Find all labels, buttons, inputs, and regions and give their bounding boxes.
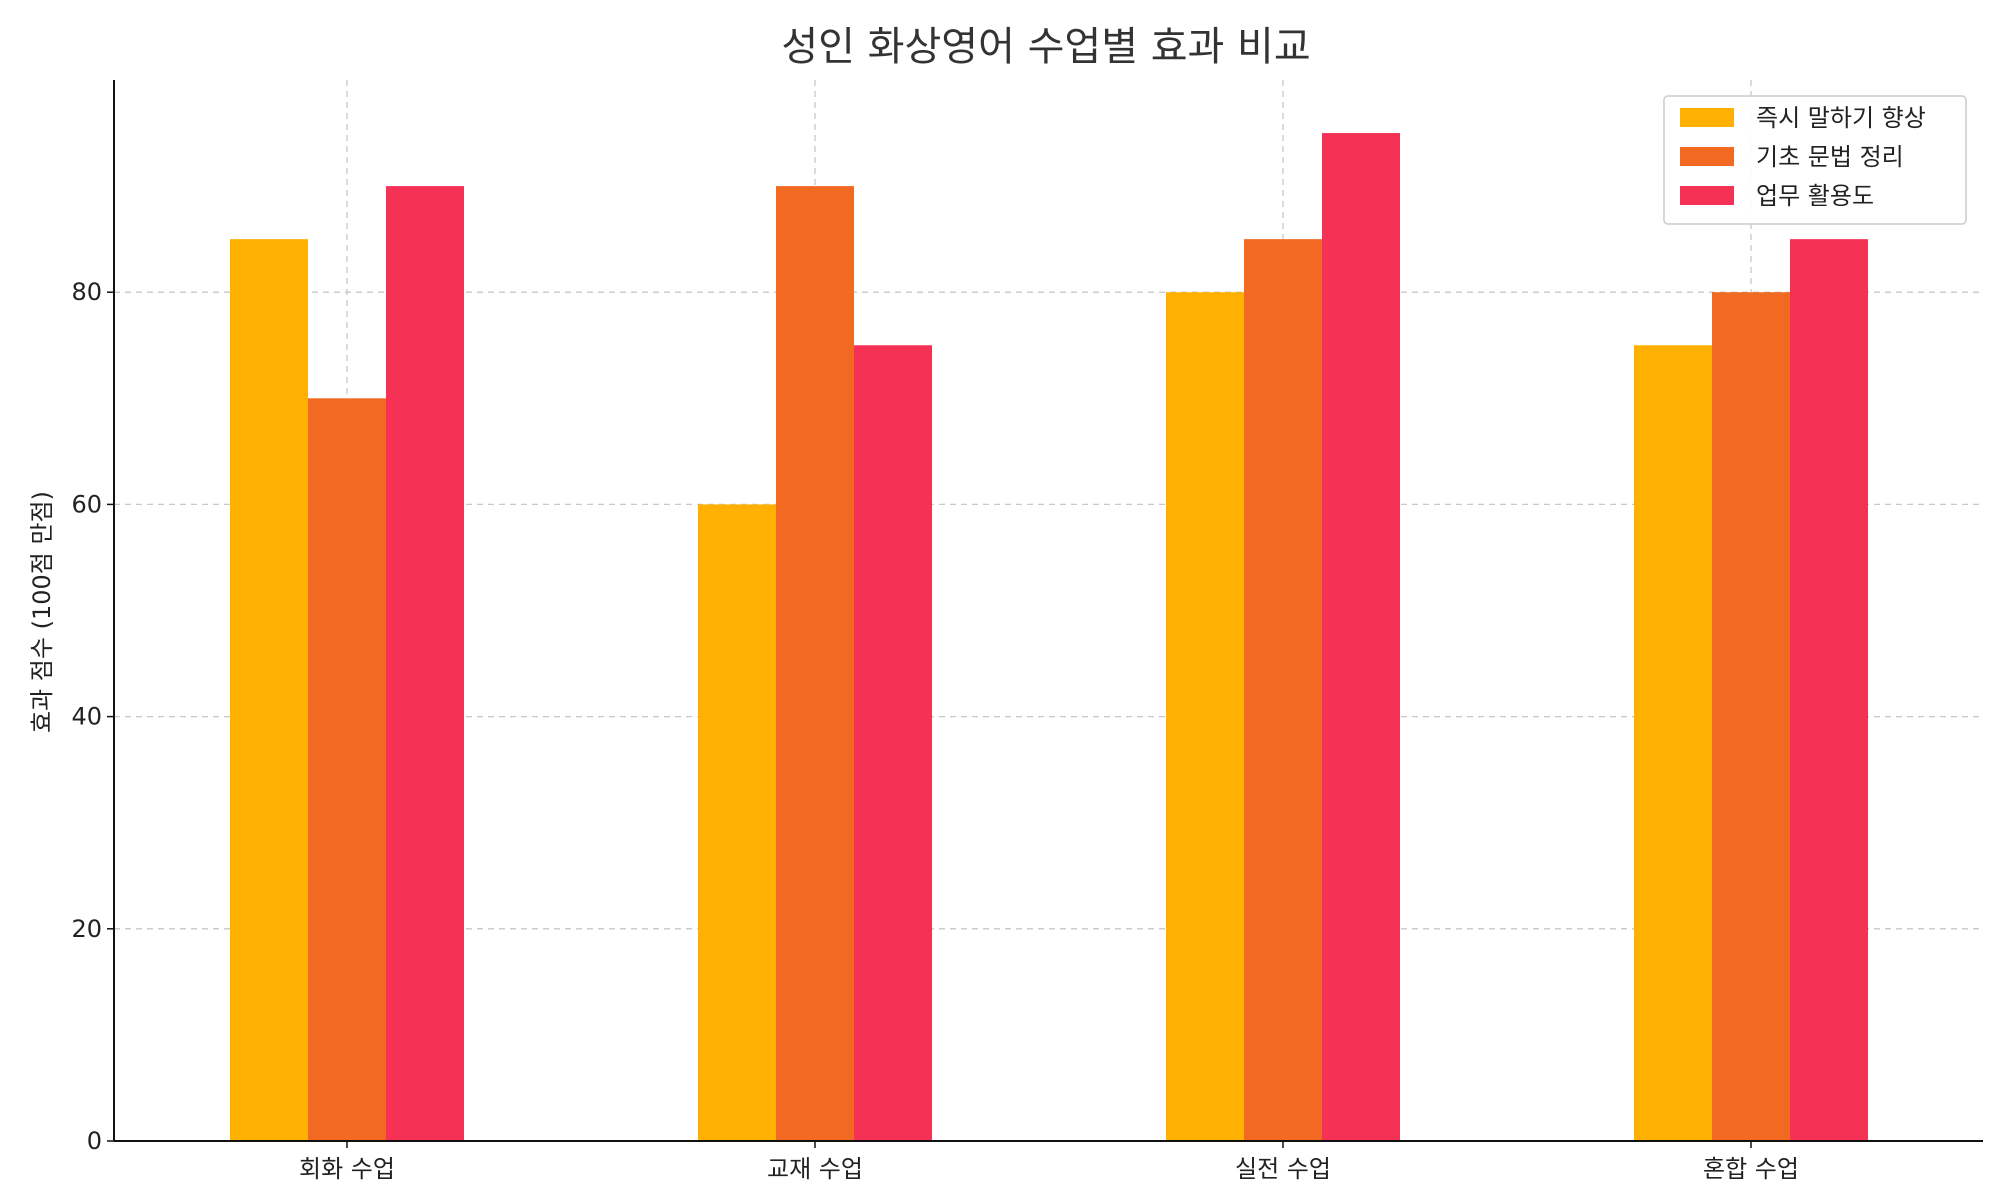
y-tick-label: 0: [87, 1127, 102, 1155]
chart-title: 성인 화상영어 수업별 효과 비교: [781, 24, 1310, 70]
bars: [230, 133, 1868, 1142]
x-tick-label: 혼합 수업: [1703, 1155, 1799, 1183]
bar: [776, 186, 854, 1142]
legend-box: [1663, 95, 1967, 225]
bar: [1790, 239, 1868, 1141]
bar: [230, 239, 308, 1141]
legend-label: 업무 활용도: [1756, 182, 1874, 210]
x-axis-ticks: 회화 수업 교재 수업 실전 수업 혼합 수업: [299, 1141, 1799, 1183]
y-tick-label: 20: [71, 915, 102, 943]
bar: [698, 504, 776, 1141]
y-tick-label: 60: [71, 490, 102, 518]
bar: [854, 345, 932, 1141]
bar: [1712, 292, 1790, 1141]
x-tick-label: 회화 수업: [299, 1155, 395, 1183]
y-axis-ticks: 0 20 40 60 80: [71, 278, 114, 1155]
bar: [1634, 345, 1712, 1141]
legend-label: 즉시 말하기 향상: [1756, 104, 1926, 132]
bar: [1244, 239, 1322, 1141]
bar: [386, 186, 464, 1142]
legend-swatch: [1680, 108, 1734, 127]
bar: [1322, 133, 1400, 1142]
x-tick-label: 실전 수업: [1235, 1155, 1331, 1183]
y-axis-label: 효과 점수 (100점 만점): [28, 491, 56, 733]
y-tick-label: 40: [71, 703, 102, 731]
y-tick-label: 80: [71, 278, 102, 306]
bar: [1166, 292, 1244, 1141]
legend-swatch: [1680, 147, 1734, 166]
x-tick-label: 교재 수업: [767, 1155, 863, 1183]
bar: [308, 398, 386, 1141]
legend-label: 기초 문법 정리: [1756, 143, 1904, 171]
legend-swatch: [1680, 186, 1734, 205]
